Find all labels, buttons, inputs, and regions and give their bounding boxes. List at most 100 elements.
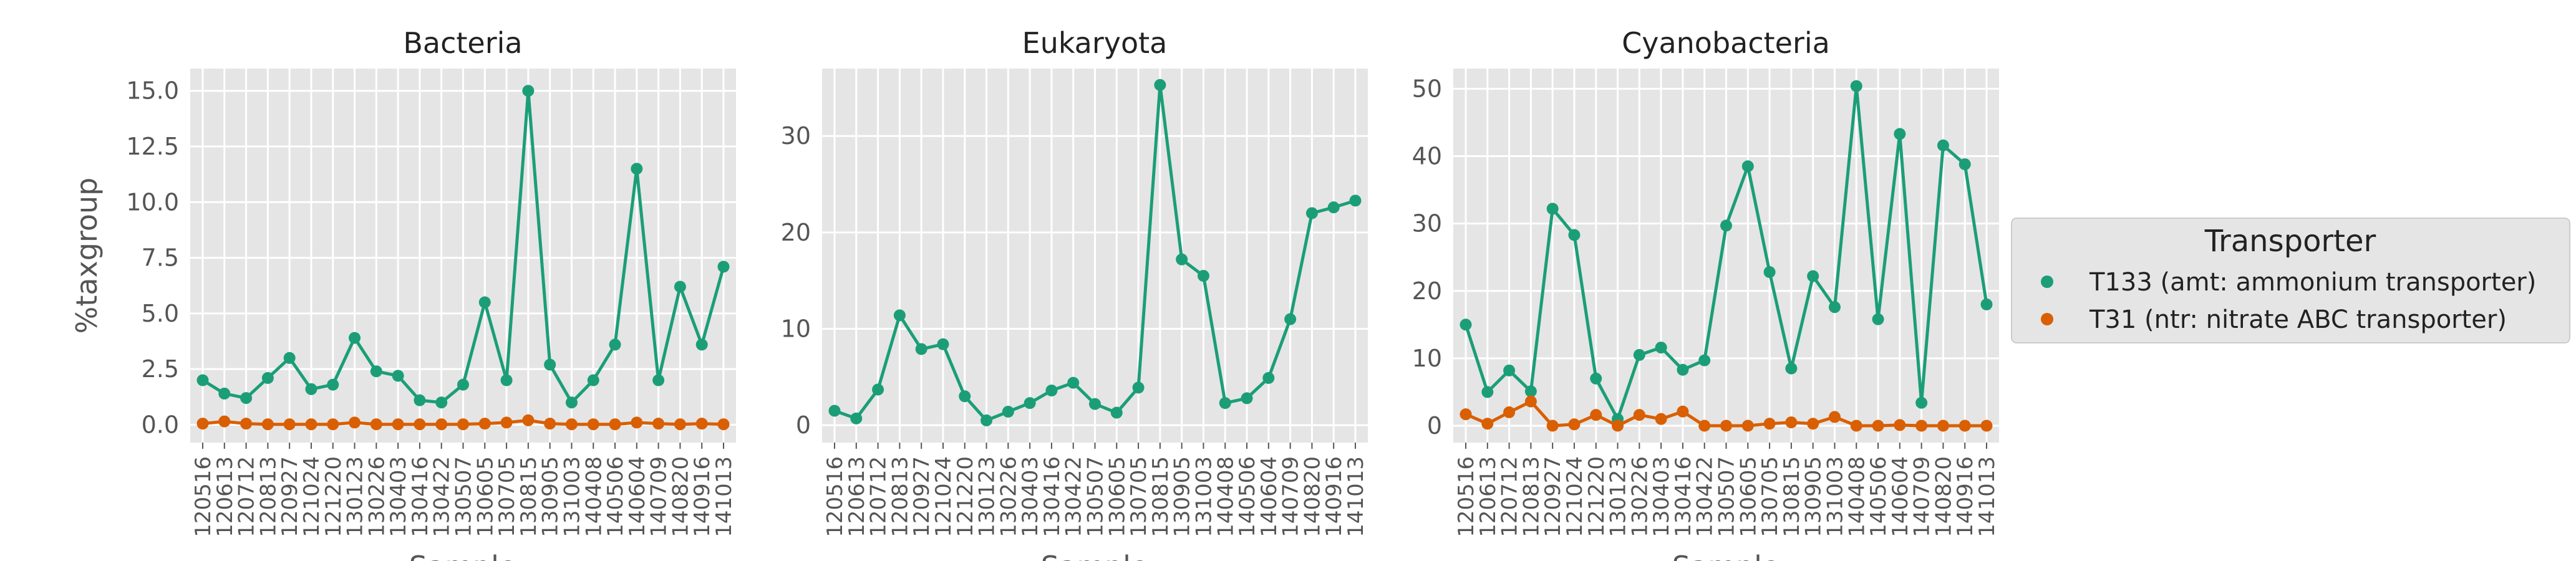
data-point-bacteria-0 [349,332,361,344]
y-tick-label: 7.5 [142,244,179,272]
x-tick-label: 140408 [581,456,606,537]
data-point-bacteria-0 [717,261,730,273]
x-tick-label: 120712 [866,456,891,537]
y-tick-label: 0 [1427,412,1442,439]
data-point-bacteria-1 [674,418,686,431]
x-tick-label: 130422 [1693,456,1718,537]
x-tick-label: 141013 [1344,456,1368,537]
data-point-eukaryota-0 [1024,397,1036,410]
data-point-eukaryota-0 [915,343,927,355]
data-point-bacteria-1 [392,418,404,431]
data-point-bacteria-0 [283,352,296,364]
x-tick-label: 141013 [712,456,737,537]
y-tick-label: 0.0 [142,411,179,438]
legend-marker-t133 [2041,276,2053,288]
y-tick-label: 20 [1412,277,1442,305]
data-point-bacteria-1 [414,418,426,431]
x-tick-label: 121024 [299,456,324,537]
data-point-cyanobacteria-0 [1850,80,1862,92]
data-point-bacteria-0 [609,338,621,351]
x-tick-label: 120516 [191,456,216,537]
data-point-bacteria-0 [435,396,448,409]
y-tick-label: 2.5 [142,355,179,383]
y-tick-label: 5.0 [142,300,179,327]
data-point-bacteria-1 [435,418,448,431]
data-point-cyanobacteria-1 [1633,409,1645,421]
data-point-cyanobacteria-1 [1698,420,1711,432]
data-point-eukaryota-0 [1219,397,1231,410]
data-point-bacteria-0 [261,372,274,384]
x-tick-label: 140820 [668,456,693,537]
x-tick-label: 130416 [1671,456,1696,537]
data-point-eukaryota-0 [1327,201,1340,214]
data-point-eukaryota-0 [828,405,841,417]
panel-title-cyanobacteria: Cyanobacteria [1622,26,1830,60]
data-point-bacteria-1 [631,416,643,429]
data-point-bacteria-1 [500,416,513,429]
data-point-bacteria-1 [478,418,491,430]
data-point-bacteria-1 [457,418,469,431]
x-tick-label: 130705 [495,456,520,537]
x-tick-label: 130226 [1627,456,1652,537]
data-point-cyanobacteria-1 [1655,413,1667,425]
data-point-eukaryota-0 [959,390,971,403]
x-tick-label: 130905 [538,456,563,537]
x-axis-label-cyanobacteria: Sample [1672,550,1779,561]
x-tick-label: 140604 [1257,456,1282,537]
x-tick-label: 130605 [473,456,498,537]
data-point-bacteria-1 [283,418,296,431]
data-point-cyanobacteria-0 [1677,363,1689,376]
y-axis-label-bacteria: %taxgroup [70,178,104,334]
data-point-cyanobacteria-1 [1980,420,1993,432]
data-point-cyanobacteria-0 [1633,348,1645,361]
y-tick-label: 40 [1412,143,1442,170]
legend-marker-t31 [2041,313,2053,325]
data-point-cyanobacteria-1 [1720,420,1732,432]
data-point-eukaryota-0 [1089,398,1101,410]
x-tick-label: 140916 [1322,456,1347,537]
data-point-cyanobacteria-1 [1546,420,1559,432]
x-tick-label: 140709 [1910,456,1935,537]
x-tick-label: 121220 [321,456,346,537]
x-tick-label: 120516 [823,456,848,537]
data-point-cyanobacteria-0 [1980,298,1993,310]
data-point-eukaryota-0 [1176,253,1188,266]
data-point-bacteria-0 [240,392,253,405]
data-point-bacteria-1 [717,418,730,431]
data-point-eukaryota-0 [981,414,993,426]
data-point-eukaryota-0 [893,309,906,322]
data-point-bacteria-0 [652,374,665,386]
data-point-cyanobacteria-0 [1785,362,1798,375]
data-point-cyanobacteria-0 [1763,266,1776,278]
data-point-eukaryota-0 [1197,269,1209,282]
data-point-bacteria-1 [349,416,361,429]
x-tick-label: 120712 [235,456,259,537]
data-point-cyanobacteria-1 [1807,418,1819,430]
x-tick-label: 140820 [1931,456,1956,537]
data-point-cyanobacteria-1 [1894,419,1906,431]
data-point-cyanobacteria-0 [1872,313,1884,325]
data-point-cyanobacteria-1 [1677,405,1689,418]
x-tick-label: 130123 [975,456,1000,537]
x-tick-label: 130403 [386,456,411,537]
data-point-cyanobacteria-0 [1720,219,1732,232]
data-point-cyanobacteria-0 [1546,203,1559,215]
x-tick-label: 121024 [1562,456,1587,537]
data-point-cyanobacteria-0 [1460,319,1472,331]
legend-label-t133: T133 (amt: ammonium transporter) [2089,268,2536,297]
data-point-bacteria-0 [327,378,339,391]
data-point-bacteria-1 [218,415,231,428]
panel-title-eukaryota: Eukaryota [1022,26,1168,60]
x-tick-label: 121220 [953,456,978,537]
legend-title: Transporter [2204,224,2376,259]
data-point-cyanobacteria-0 [1481,386,1494,398]
x-tick-label: 130815 [1779,456,1804,537]
x-tick-label: 130905 [1801,456,1826,537]
x-tick-label: 130705 [1126,456,1151,537]
y-tick-label: 10.0 [126,188,179,216]
data-point-cyanobacteria-1 [1937,420,1949,432]
x-axis-label-bacteria: Sample [409,550,516,561]
y-tick-label: 10 [1412,345,1442,372]
x-tick-label: 140604 [625,456,650,537]
